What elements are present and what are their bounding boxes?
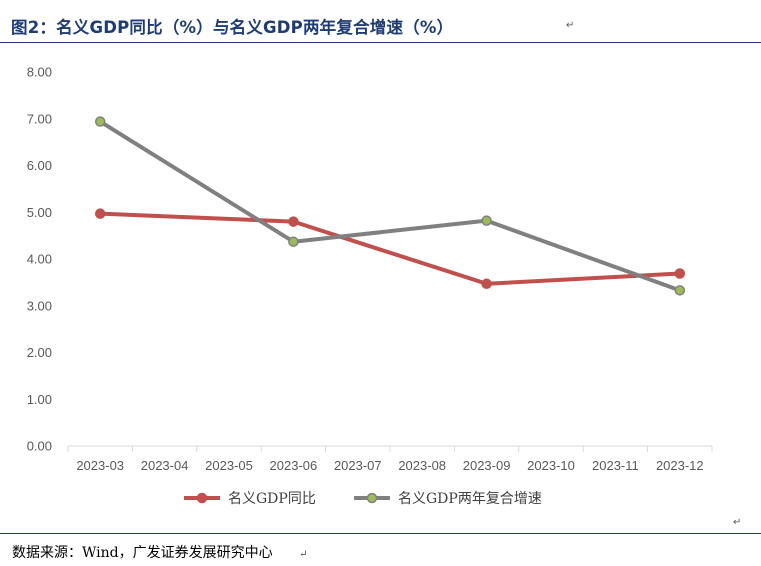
y-tick-label: 3.00 [27,298,52,313]
legend: 名义GDP同比 名义GDP两年复合增速 [184,490,542,507]
y-tick-label: 1.00 [27,392,52,407]
source-rule [0,533,761,534]
x-tick-label: 2023-10 [527,458,575,473]
x-tick-label: 2023-09 [463,458,511,473]
series-2-point [94,116,106,127]
series-1-point [94,208,106,219]
series-1-point [481,278,492,290]
x-tick-label: 2023-08 [398,458,446,473]
x-tick-label: 2023-06 [270,458,318,473]
x-tick-label: 2023-12 [656,458,704,473]
legend-swatch-marker [366,492,378,504]
legend-swatch-marker [196,492,208,504]
y-tick-label: 5.00 [27,205,52,220]
line-chart: 0.00 1.00 2.00 3.00 4.00 5.00 6.00 7.00 8.00 202… [27,65,713,507]
source-note: 数据来源：Wind，广发证券发展研究中心 ↵ [12,542,307,562]
paragraph-mark: ↵ [566,20,575,31]
series-2-point [481,215,492,226]
y-tick-label: 7.00 [27,111,52,126]
legend-label: 名义GDP同比 [228,491,316,507]
x-tick-label: 2023-11 [592,458,639,473]
y-tick-label: 8.00 [27,65,52,80]
x-tick-label: 2023-03 [76,458,124,473]
y-tick-label: 0.00 [27,439,52,454]
y-tick-label: 4.00 [27,252,52,267]
figure-header: 图2：名义GDP同比（%）与名义GDP两年复合增速（%） ↵ [0,0,761,40]
series-line-2 [99,119,681,293]
paragraph-mark-source: ↵ [299,549,308,560]
y-tick-label: 2.00 [27,345,52,360]
x-tick-label: 2023-07 [334,458,382,473]
series-2-point [288,236,299,247]
y-axis: 0.00 1.00 2.00 3.00 4.00 5.00 6.00 7.00 8.00 [27,65,52,454]
y-tick-label: 6.00 [27,158,52,173]
source-text: 数据来源：Wind，广发证券发展研究中心 [12,545,273,561]
figure-title: 图2：名义GDP同比（%）与名义GDP两年复合增速（%） [11,18,454,37]
series-2-point [674,285,686,296]
paragraph-mark-chart: ↵ [733,517,742,528]
legend-label: 名义GDP两年复合增速 [398,490,542,507]
series-1-point [674,268,686,279]
series-line-1 [100,211,680,286]
series-markers [94,116,686,296]
series-lines [99,119,681,293]
x-axis: 2023-03 2023-04 2023-05 2023-06 2023-07 2023-… [67,445,713,473]
title-rule [0,42,761,43]
x-tick-label: 2023-05 [205,458,253,473]
x-tick-label: 2023-04 [141,458,189,473]
series-1-point [288,216,299,227]
